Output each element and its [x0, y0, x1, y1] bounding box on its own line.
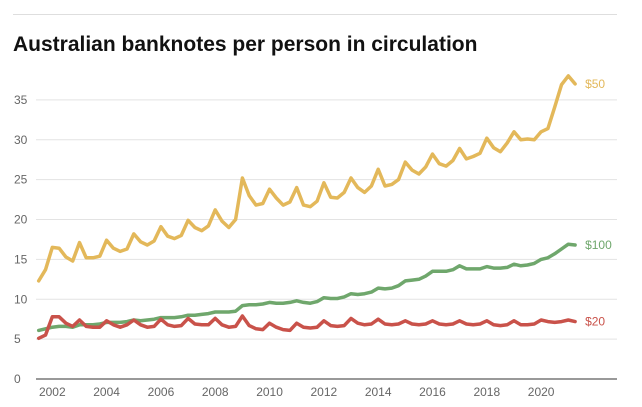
- y-tick-label: 15: [14, 252, 28, 266]
- y-axis-tick-labels: 0 5 10 15 20 25 30 35: [14, 93, 28, 386]
- y-tick-label: 30: [14, 133, 28, 147]
- series-label: $100: [585, 238, 612, 252]
- y-tick-label: 20: [14, 213, 28, 227]
- x-tick-label: 2018: [473, 385, 500, 399]
- series-line: [36, 314, 577, 341]
- y-tick-label: 10: [14, 292, 28, 306]
- series-labels: $50 $100 $20: [585, 77, 612, 329]
- series-line: [36, 74, 577, 283]
- x-tick-label: 2002: [39, 385, 66, 399]
- x-tick-label: 2020: [528, 385, 555, 399]
- x-tick-label: 2006: [148, 385, 175, 399]
- y-tick-label: 0: [14, 372, 21, 386]
- x-tick-label: 2016: [419, 385, 446, 399]
- y-tick-label: 5: [14, 332, 21, 346]
- series-label: $50: [585, 77, 605, 91]
- x-tick-label: 2010: [256, 385, 283, 399]
- series-lines: [36, 74, 577, 341]
- x-tick-label: 2008: [202, 385, 229, 399]
- series-line: [36, 242, 577, 333]
- x-tick-label: 2004: [93, 385, 120, 399]
- y-tick-label: 35: [14, 93, 28, 107]
- series-label: $20: [585, 315, 605, 329]
- chart-title: Australian banknotes per person in circu…: [13, 33, 478, 56]
- x-tick-label: 2014: [365, 385, 392, 399]
- top-divider: [13, 14, 617, 15]
- gridlines: [36, 99, 617, 380]
- x-tick-label: 2012: [311, 385, 338, 399]
- y-tick-label: 25: [14, 173, 28, 187]
- x-axis-tick-labels: 2002 2004 2006 2008 2010 2012 2014 2016 2018 2020: [39, 385, 555, 399]
